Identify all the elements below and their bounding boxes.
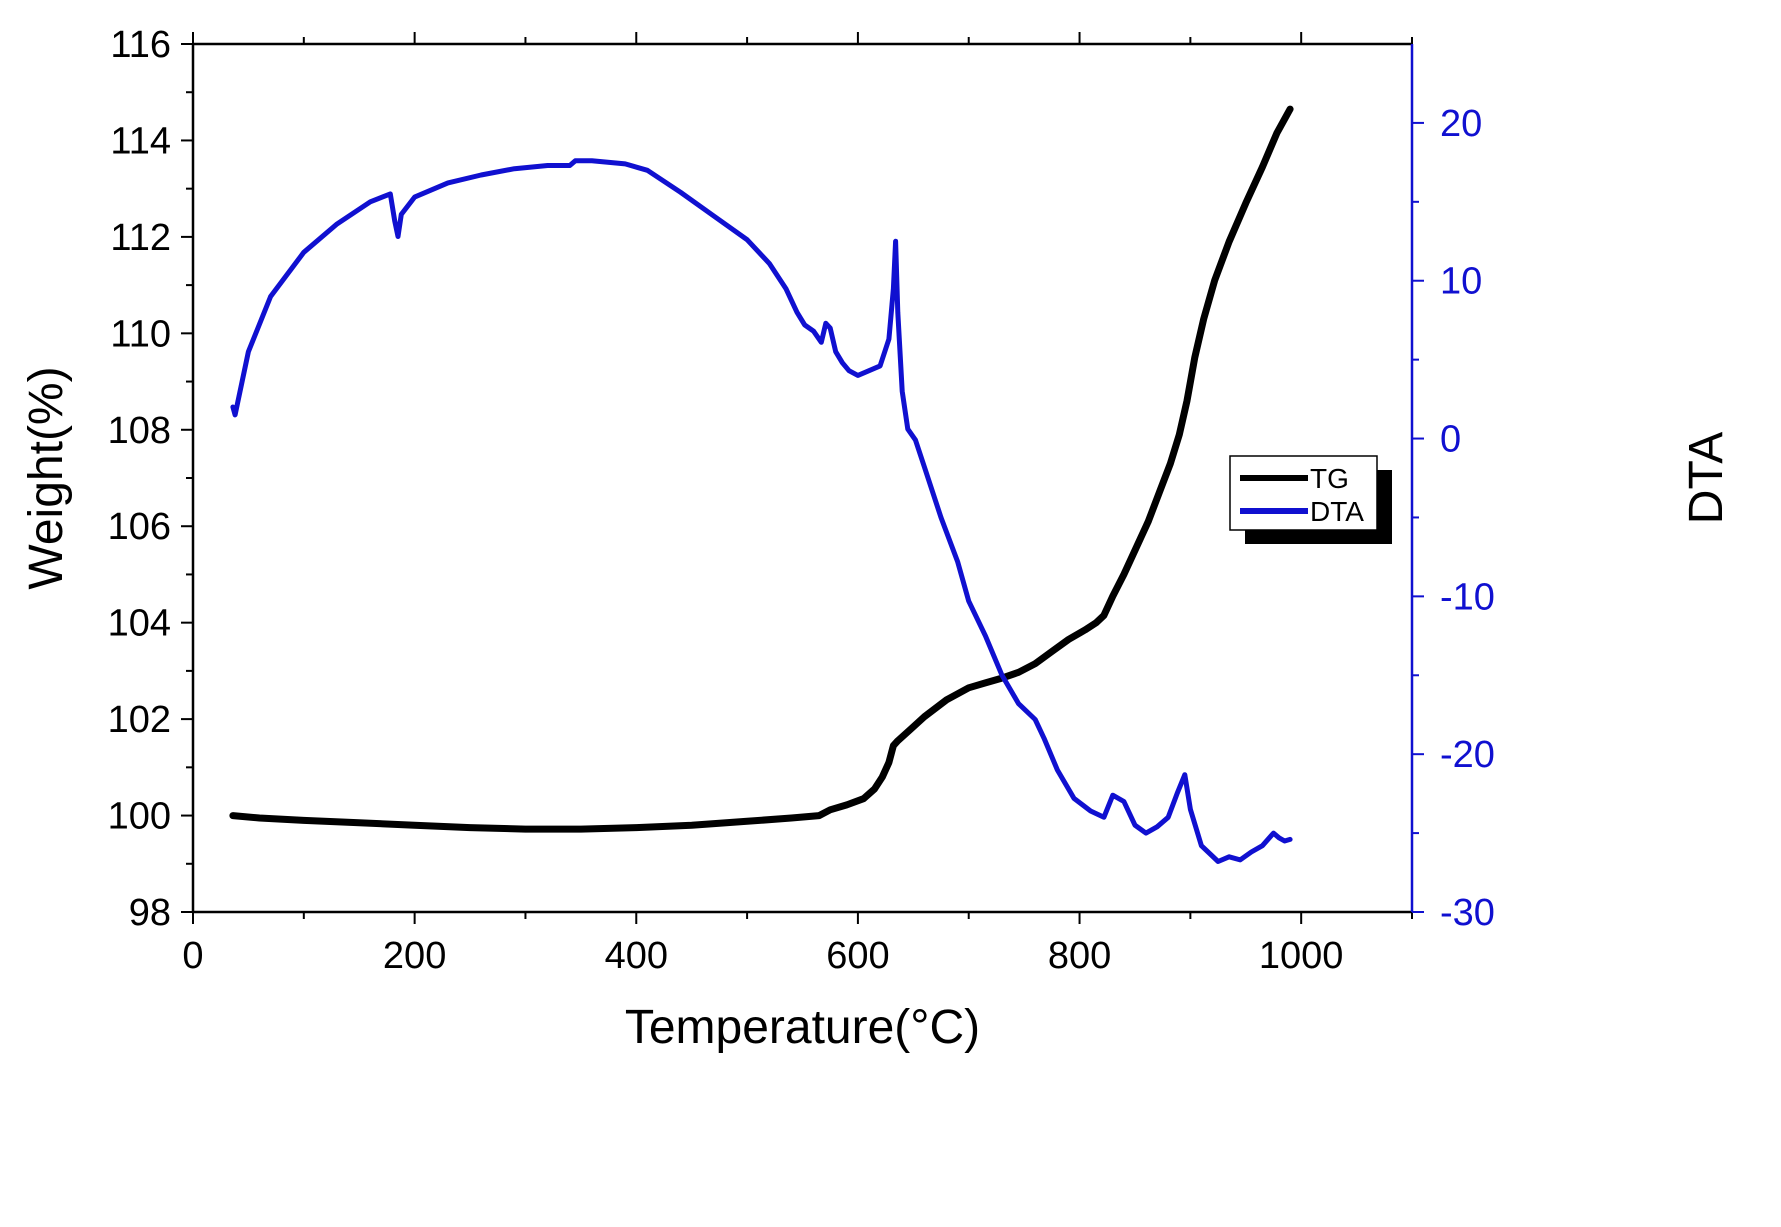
legend-label-dta: DTA xyxy=(1310,496,1364,527)
left-y-axis-title: Weight(%) xyxy=(20,366,73,589)
y-left-tick-label: 110 xyxy=(110,313,171,355)
y-right-tick-label: 20 xyxy=(1440,103,1482,145)
x-tick-label: 400 xyxy=(605,935,668,977)
y-right-tick-label: -30 xyxy=(1440,892,1495,934)
x-tick-label: 800 xyxy=(1048,935,1111,977)
y-left-tick-label: 114 xyxy=(110,120,171,162)
y-left-tick-label: 104 xyxy=(108,603,171,645)
y-left-tick-label: 98 xyxy=(129,892,171,934)
y-right-tick-label: 10 xyxy=(1440,261,1482,303)
x-tick-label: 1000 xyxy=(1259,935,1344,977)
x-tick-label: 200 xyxy=(383,935,446,977)
x-tick-label: 600 xyxy=(826,935,889,977)
series-line-tg xyxy=(229,105,1294,833)
y-left-tick-label: 112 xyxy=(110,217,171,259)
x-axis-title: Temperature(°C) xyxy=(625,1001,980,1054)
y-right-tick-label: 0 xyxy=(1440,419,1461,461)
y-right-tick-label: -10 xyxy=(1440,576,1495,618)
y-left-tick-label: 100 xyxy=(108,796,171,838)
y-left-tick-label: 116 xyxy=(110,24,171,66)
y-left-tick-label: 108 xyxy=(108,410,171,452)
y-left-tick-label: 102 xyxy=(108,699,171,741)
axis-ticks: 0 200 400 600 800 100098100102104106108110112… xyxy=(108,24,1495,977)
right-y-axis-title: DTA xyxy=(1680,432,1733,524)
legend-box xyxy=(1229,455,1378,531)
x-tick-label: 0 xyxy=(182,935,203,977)
series-line-dta xyxy=(230,158,1293,864)
legend-label-tg: TG xyxy=(1310,463,1349,494)
y-left-tick-label: 106 xyxy=(108,506,171,548)
legend: TG DTA xyxy=(1229,455,1378,531)
y-right-tick-label: -20 xyxy=(1440,734,1495,776)
